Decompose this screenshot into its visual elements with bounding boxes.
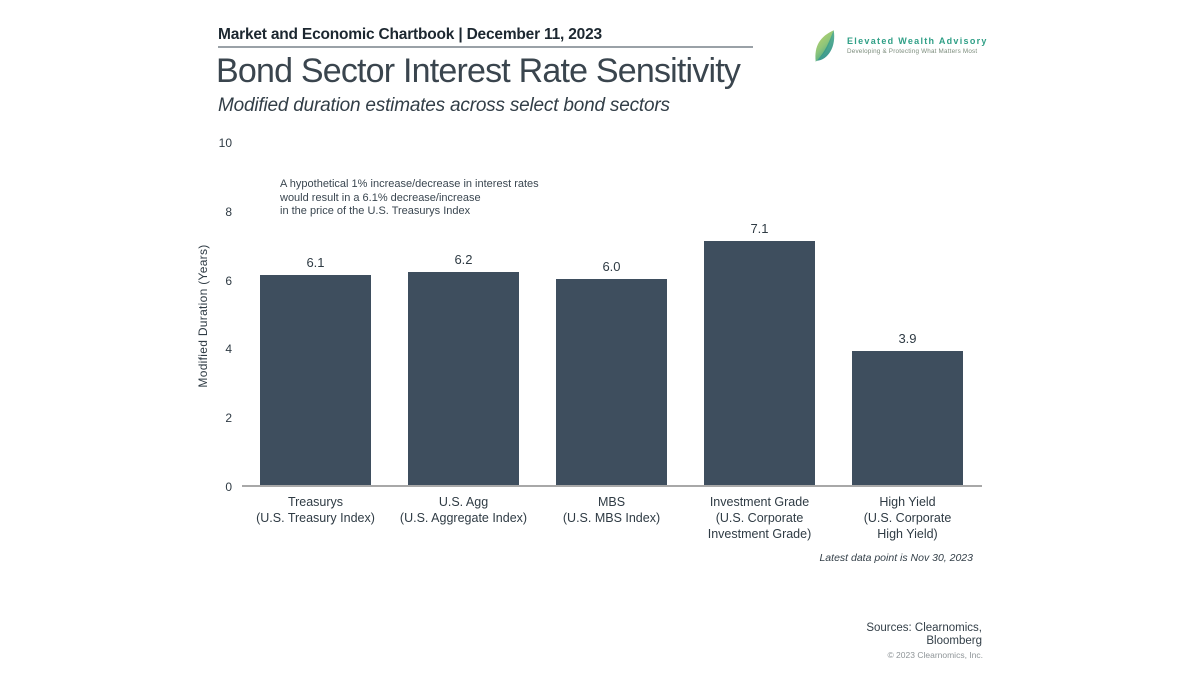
- x-label-line: (U.S. Aggregate Index): [399, 511, 528, 525]
- logo-tagline: Developing & Protecting What Matters Mos…: [847, 48, 978, 55]
- x-label-line: (U.S. Treasury Index): [256, 511, 375, 525]
- x-axis-category-label: Treasurys (U.S. Treasury Index): [236, 494, 396, 526]
- y-axis-tick-label: 8: [225, 204, 232, 219]
- bar-value-label: 6.0: [602, 259, 621, 274]
- plot-area: A hypothetical 1% increase/decrease in i…: [242, 143, 982, 487]
- sources-text: Sources: Clearnomics, Bloomberg: [866, 622, 982, 648]
- bar-value-label: 6.1: [306, 255, 325, 270]
- y-axis-tick-label: 0: [225, 480, 232, 494]
- bar-u-s-agg: [408, 272, 519, 485]
- annotation-line: A hypothetical 1% increase/decrease in i…: [280, 178, 539, 190]
- x-label-line: (U.S. Corporate: [863, 511, 952, 525]
- sources-line: Sources: Clearnomics,: [866, 622, 982, 634]
- bar-value-label: 6.2: [454, 252, 473, 267]
- x-label-line: Investment Grade: [709, 495, 810, 509]
- x-label-line: High Yield: [879, 495, 936, 509]
- x-axis-category-label: High Yield (U.S. Corporate High Yield): [828, 494, 988, 542]
- x-label-line: (U.S. Corporate: [715, 511, 804, 525]
- copyright-text: © 2023 Clearnomics, Inc.: [887, 650, 983, 660]
- y-axis-tick-label: 6: [225, 273, 232, 288]
- x-label-line: High Yield): [877, 527, 938, 541]
- x-label-line: Treasurys: [287, 495, 344, 509]
- x-label-line: MBS: [597, 495, 626, 509]
- bar-investment-grade: [704, 241, 815, 485]
- x-label-line: (U.S. MBS Index): [562, 511, 661, 525]
- company-logo: Elevated Wealth Advisory Developing & Pr…: [813, 28, 988, 70]
- x-axis-category-label: U.S. Agg (U.S. Aggregate Index): [384, 494, 544, 526]
- x-axis-category-label: MBS (U.S. MBS Index): [532, 494, 692, 526]
- x-label-line: Investment Grade): [707, 527, 812, 541]
- y-axis-tick-label: 4: [225, 342, 232, 357]
- bar-value-label: 3.9: [898, 331, 917, 346]
- page-title: Bond Sector Interest Rate Sensitivity: [216, 52, 741, 90]
- y-axis-title: Modified Duration (Years): [196, 244, 210, 388]
- x-axis-category-label: Investment Grade (U.S. Corporate Investmen…: [680, 494, 840, 542]
- latest-data-footnote: Latest data point is Nov 30, 2023: [819, 552, 973, 564]
- y-axis-tick-label: 10: [218, 136, 232, 150]
- chartbook-header-label: Market and Economic Chartbook | December…: [218, 26, 602, 43]
- chart-annotation: A hypothetical 1% increase/decrease in i…: [280, 178, 550, 219]
- y-axis-tick-label: 2: [225, 411, 232, 426]
- bar-high-yield: [852, 351, 963, 485]
- header-divider: [218, 46, 753, 48]
- leaf-logo-icon: [813, 28, 840, 70]
- bar-treasurys: [260, 275, 371, 485]
- bar-value-label: 7.1: [750, 221, 769, 236]
- annotation-line: would result in a 6.1% decrease/increase: [280, 191, 481, 204]
- annotation-line: in the price of the U.S. Treasurys Index: [280, 205, 471, 217]
- bar-chart: Modified Duration (Years) A hypothetical…: [196, 136, 982, 541]
- logo-company-name: Elevated Wealth Advisory: [847, 36, 988, 46]
- page-subtitle: Modified duration estimates across selec…: [218, 95, 670, 116]
- sources-line: Bloomberg: [926, 635, 982, 647]
- bar-mbs: [556, 279, 667, 485]
- x-label-line: U.S. Agg: [438, 495, 489, 509]
